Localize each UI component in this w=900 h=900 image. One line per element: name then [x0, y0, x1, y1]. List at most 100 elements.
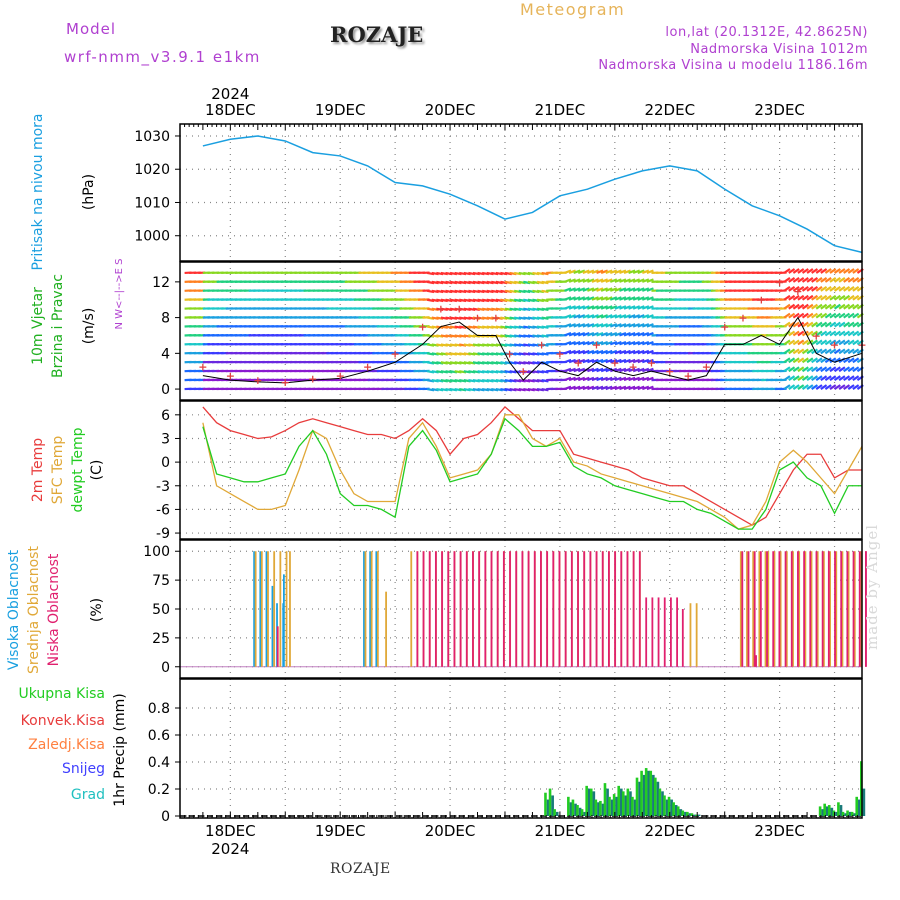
wind-gust-marker: + — [702, 361, 711, 374]
wind-arrow — [623, 340, 631, 346]
wind-arrow — [829, 312, 837, 319]
cloud-bar-3 — [651, 597, 654, 667]
wind-arrow — [838, 348, 846, 355]
wind-arrow — [801, 384, 809, 390]
wind-arrow — [623, 332, 631, 337]
wind-arrow — [641, 287, 650, 292]
wind-arrow — [811, 321, 819, 328]
cloud-bar-1 — [253, 551, 256, 667]
wind-arrow — [564, 349, 572, 355]
wind-arrow — [577, 340, 586, 346]
wind-arrow — [564, 314, 572, 319]
wind-arrow — [801, 339, 809, 346]
wind-gust-marker: + — [610, 356, 619, 369]
wind-arrow — [829, 357, 837, 364]
y-tick-label: 0 — [161, 660, 170, 676]
wind-gust-marker: + — [720, 321, 729, 334]
wind-arrow — [806, 277, 814, 283]
wind-arrow — [788, 330, 796, 337]
wind-arrow — [609, 323, 618, 328]
wind-arrow — [614, 305, 622, 310]
wind-arrow — [632, 376, 641, 382]
wind-arrow — [824, 303, 832, 310]
wind-arrow — [632, 287, 641, 292]
wind-gust-marker: + — [391, 347, 400, 360]
wind-arrow — [586, 287, 595, 292]
cloud-bar-3 — [434, 551, 437, 667]
wind-arrow — [614, 358, 622, 364]
precip-bar-total — [594, 799, 598, 816]
wind-arrow — [564, 385, 572, 391]
wind-arrow — [577, 358, 586, 364]
precip-bar-total — [612, 794, 616, 816]
wind-arrow — [829, 268, 837, 274]
temp-legend-2: SFC Temp — [50, 436, 66, 505]
precip-bar-total — [571, 799, 575, 816]
wind-gust-marker: + — [665, 365, 674, 378]
wind-arrow — [811, 339, 819, 346]
wind-arrow — [852, 357, 860, 364]
wind-arrow — [820, 339, 828, 346]
wind-arrow — [838, 285, 846, 292]
precip-bar-snow — [835, 811, 838, 816]
wind-arrow — [632, 349, 641, 355]
wind-arrow — [833, 348, 841, 355]
wind-arrow — [829, 277, 837, 283]
wind-arrow — [838, 312, 846, 319]
precip-bar-snow — [633, 799, 637, 816]
cloud-bar-1 — [369, 551, 372, 667]
wind-arrow — [797, 357, 805, 364]
wind-arrow — [783, 312, 791, 319]
cloud-bar-2 — [804, 551, 807, 667]
wind-arrow — [637, 269, 645, 274]
wind-arrow — [573, 358, 581, 364]
wind-arrow — [824, 384, 832, 390]
precip-bar-snow — [615, 796, 619, 816]
wind-arrow — [815, 357, 823, 364]
cloud-bar-3 — [865, 551, 867, 667]
wind-arrow — [577, 385, 586, 391]
wind-arrow — [582, 296, 590, 301]
wind-arrow — [600, 340, 609, 346]
cloud-bar-2 — [785, 551, 788, 667]
wind-arrow — [600, 287, 609, 292]
wind-arrow — [632, 323, 641, 328]
wind-gust-marker: + — [830, 338, 839, 351]
wind-arrow — [820, 375, 828, 382]
cloud-bar-3 — [815, 551, 818, 667]
cloud-bar-3 — [521, 551, 524, 667]
wind-arrow — [806, 330, 814, 337]
wind-arrow — [801, 366, 809, 373]
altitude-label: Nadmorska Visina 1012m — [690, 42, 868, 57]
wind-arrow — [815, 348, 823, 355]
y-tick-label: -9 — [156, 526, 170, 542]
wind-arrow — [646, 287, 654, 292]
wind-arrow — [829, 366, 837, 373]
wind-arrow — [596, 358, 604, 364]
wind-arrow — [783, 348, 791, 355]
wind-arrow — [628, 376, 636, 382]
wind-arrow — [577, 296, 586, 301]
cloud-bar-3 — [626, 551, 629, 667]
wind-arrow — [637, 367, 645, 373]
wind-arrow — [783, 357, 791, 364]
wind-arrow — [811, 384, 819, 390]
cloud-bar-3 — [827, 551, 830, 667]
cloud-bar-3 — [601, 551, 604, 667]
wind-arrow — [568, 376, 577, 382]
precip-bar-snow — [853, 813, 857, 816]
precip-bar-total — [850, 811, 854, 816]
wind-arrow — [605, 349, 613, 355]
wind-arrow — [623, 278, 631, 283]
wind-compass: N W<--|-->E S — [114, 259, 125, 330]
cloud-bar-2 — [370, 551, 373, 667]
y-tick-label: 0.8 — [148, 701, 170, 717]
wind-arrow — [797, 339, 805, 346]
wind-gust-marker: + — [505, 347, 514, 360]
wind-arrow — [852, 366, 860, 373]
wind-arrow — [811, 294, 819, 301]
cloud-bar-3 — [821, 551, 824, 667]
precip-bar-snow — [578, 807, 582, 816]
wind-arrow — [815, 268, 823, 274]
wind-arrow — [833, 285, 841, 292]
